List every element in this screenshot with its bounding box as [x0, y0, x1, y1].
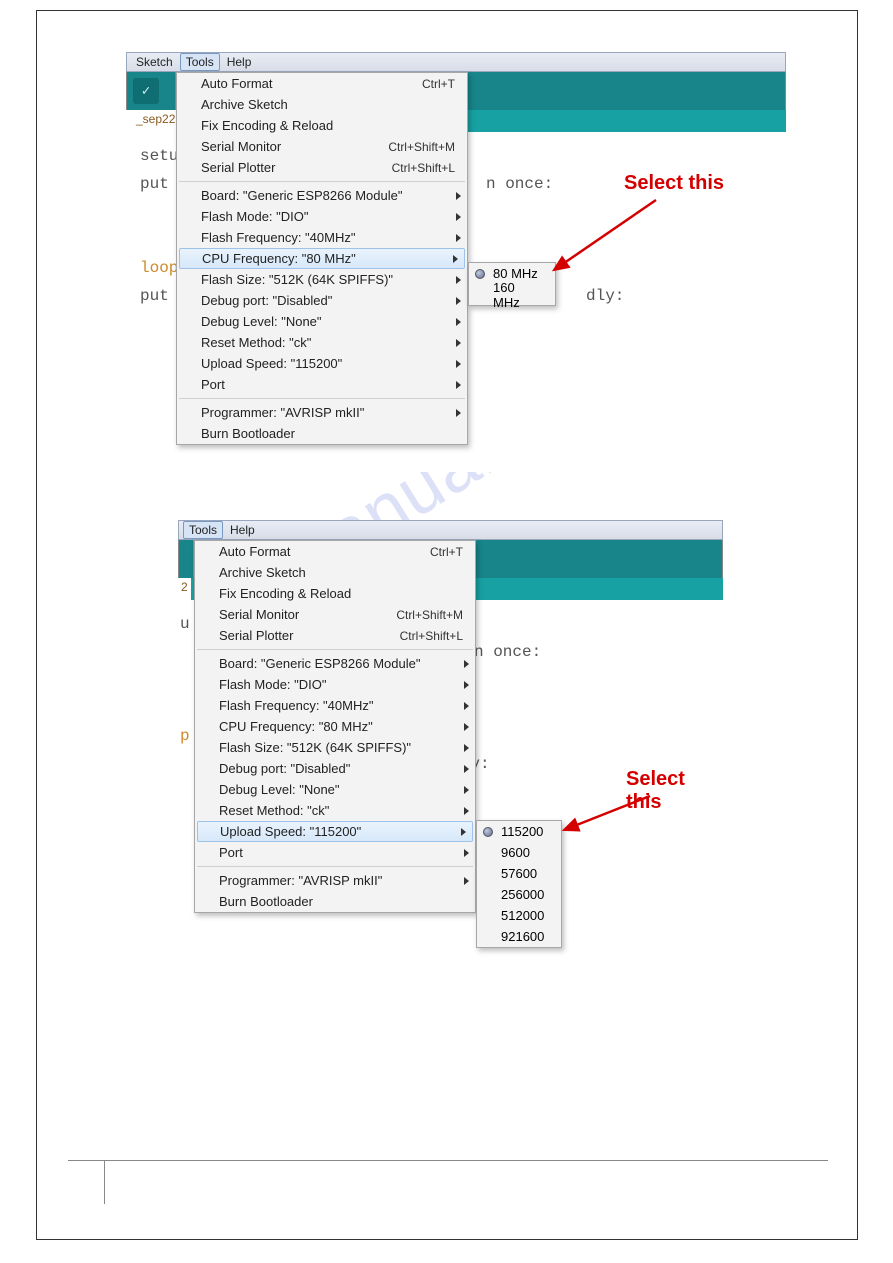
menu-upload-speed[interactable]: Upload Speed: "115200"	[177, 353, 467, 374]
menu-reset-method[interactable]: Reset Method: "ck"	[177, 332, 467, 353]
submenu-57600[interactable]: 57600	[477, 863, 561, 884]
menu-sketch[interactable]: Sketch	[131, 54, 178, 70]
code-line: p	[180, 727, 190, 745]
menu-serial-monitor[interactable]: Serial MonitorCtrl+Shift+M	[195, 604, 475, 625]
screenshot-upload-speed: Tools Help 2 u p n once: repeatedly: Aut…	[178, 520, 723, 945]
code-area: setu put loop put	[126, 132, 176, 320]
submenu-921600[interactable]: 921600	[477, 926, 561, 947]
code-line: put	[140, 175, 169, 193]
toolbar: ✓	[126, 72, 176, 110]
menu-fix-encoding[interactable]: Fix Encoding & Reload	[195, 583, 475, 604]
menu-reset-method[interactable]: Reset Method: "ck"	[195, 800, 475, 821]
menu-separator	[197, 866, 473, 867]
radio-icon	[483, 827, 493, 837]
tab-strip: 2	[178, 578, 194, 600]
verify-icon[interactable]: ✓	[133, 78, 159, 104]
menu-serial-monitor[interactable]: Serial MonitorCtrl+Shift+M	[177, 136, 467, 157]
code-line: dly:	[586, 287, 624, 305]
menu-port[interactable]: Port	[177, 374, 467, 395]
menu-tools[interactable]: Tools	[180, 53, 220, 71]
menubar: Tools Help	[178, 520, 723, 540]
code-line: u	[180, 615, 190, 633]
callout-label: Select this	[624, 172, 724, 195]
menu-help[interactable]: Help	[225, 522, 260, 538]
menu-cpu-freq[interactable]: CPU Frequency: "80 MHz"	[179, 248, 465, 269]
submenu-9600[interactable]: 9600	[477, 842, 561, 863]
menu-burn-bootloader[interactable]: Burn Bootloader	[177, 423, 467, 444]
menu-help[interactable]: Help	[222, 54, 257, 70]
code-area: u p	[178, 600, 194, 760]
submenu-256000[interactable]: 256000	[477, 884, 561, 905]
menu-flash-freq[interactable]: Flash Frequency: "40MHz"	[177, 227, 467, 248]
menu-flash-mode[interactable]: Flash Mode: "DIO"	[195, 674, 475, 695]
radio-icon	[475, 269, 485, 279]
menu-cpu-freq[interactable]: CPU Frequency: "80 MHz"	[195, 716, 475, 737]
menu-debug-level[interactable]: Debug Level: "None"	[177, 311, 467, 332]
menu-debug-level[interactable]: Debug Level: "None"	[195, 779, 475, 800]
code-line: n once:	[486, 175, 553, 193]
sketch-tab[interactable]: 2	[178, 578, 191, 600]
menu-flash-size[interactable]: Flash Size: "512K (64K SPIFFS)"	[195, 737, 475, 758]
menu-port[interactable]: Port	[195, 842, 475, 863]
submenu-160mhz[interactable]: 160 MHz	[469, 284, 555, 305]
menu-auto-format[interactable]: Auto FormatCtrl+T	[177, 73, 467, 94]
menu-separator	[179, 398, 465, 399]
menu-serial-plotter[interactable]: Serial PlotterCtrl+Shift+L	[177, 157, 467, 178]
upload-speed-submenu: 115200 9600 57600 256000 512000 921600	[476, 820, 562, 948]
menu-flash-freq[interactable]: Flash Frequency: "40MHz"	[195, 695, 475, 716]
tools-dropdown: Auto FormatCtrl+T Archive Sketch Fix Enc…	[194, 540, 476, 913]
submenu-512000[interactable]: 512000	[477, 905, 561, 926]
menu-separator	[197, 649, 473, 650]
cpu-freq-submenu: 80 MHz 160 MHz	[468, 262, 556, 306]
toolbar	[178, 540, 194, 578]
tools-dropdown: Auto FormatCtrl+T Archive Sketch Fix Enc…	[176, 72, 468, 445]
menu-burn-bootloader[interactable]: Burn Bootloader	[195, 891, 475, 912]
menu-flash-size[interactable]: Flash Size: "512K (64K SPIFFS)"	[177, 269, 467, 290]
code-line: loop	[140, 259, 178, 277]
code-line: put	[140, 287, 178, 305]
callout-label: Select this	[626, 768, 723, 814]
menu-debug-port[interactable]: Debug port: "Disabled"	[195, 758, 475, 779]
menu-auto-format[interactable]: Auto FormatCtrl+T	[195, 541, 475, 562]
menu-serial-plotter[interactable]: Serial PlotterCtrl+Shift+L	[195, 625, 475, 646]
menu-programmer[interactable]: Programmer: "AVRISP mkII"	[195, 870, 475, 891]
menu-separator	[179, 181, 465, 182]
menu-board[interactable]: Board: "Generic ESP8266 Module"	[177, 185, 467, 206]
code-line: setu	[140, 147, 178, 165]
menubar: Sketch Tools Help	[126, 52, 786, 72]
menu-archive-sketch[interactable]: Archive Sketch	[177, 94, 467, 115]
menu-flash-mode[interactable]: Flash Mode: "DIO"	[177, 206, 467, 227]
footer-rule	[68, 1160, 828, 1161]
menu-board[interactable]: Board: "Generic ESP8266 Module"	[195, 653, 475, 674]
menu-programmer[interactable]: Programmer: "AVRISP mkII"	[177, 402, 467, 423]
footer-vline	[104, 1160, 105, 1204]
submenu-115200[interactable]: 115200	[477, 821, 561, 842]
menu-tools[interactable]: Tools	[183, 521, 223, 539]
menu-fix-encoding[interactable]: Fix Encoding & Reload	[177, 115, 467, 136]
screenshot-cpu-freq: Sketch Tools Help ✓ _sep22 setu put loop…	[126, 52, 786, 472]
code-line: n once:	[474, 643, 541, 661]
menu-archive-sketch[interactable]: Archive Sketch	[195, 562, 475, 583]
menu-upload-speed[interactable]: Upload Speed: "115200"	[197, 821, 473, 842]
menu-debug-port[interactable]: Debug port: "Disabled"	[177, 290, 467, 311]
tab-strip: _sep22	[126, 110, 176, 132]
